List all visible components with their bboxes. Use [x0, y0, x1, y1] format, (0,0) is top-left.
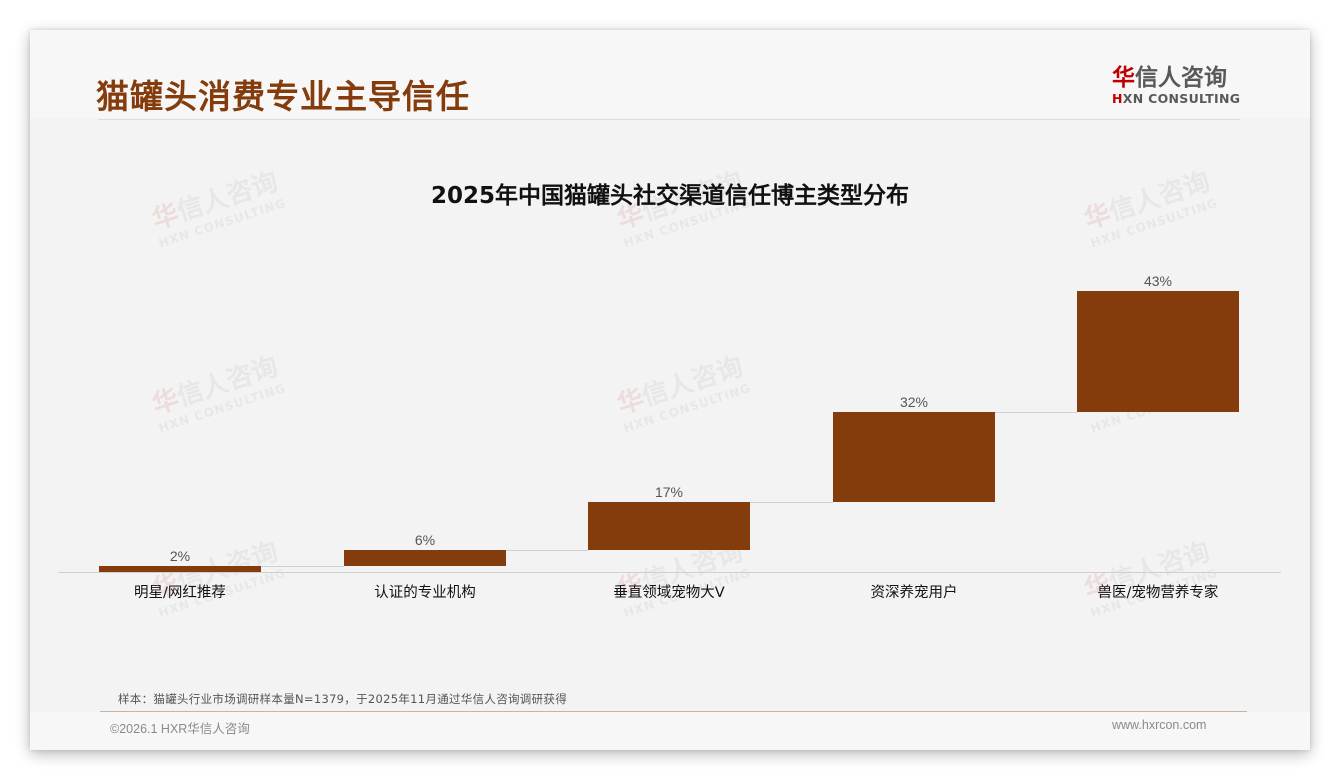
waterfall-chart: 2% 明星/网红推荐 6% 认证的专业机构 17% 垂直领域宠物大V 32% 资深养宠用户 43… — [30, 30, 1310, 750]
category-label: 认证的专业机构 — [374, 585, 476, 601]
chart-title: 2025年中国猫罐头社交渠道信任博主类型分布 — [430, 183, 909, 209]
title-divider — [98, 119, 1240, 120]
bar — [588, 501, 750, 550]
sample-note: 样本：猫罐头行业市场调研样本量N=1379，于2025年11月通过华信人咨询调研… — [118, 692, 568, 706]
category-label: 垂直领域宠物大V — [613, 585, 725, 601]
bar — [833, 411, 995, 502]
category-label: 明星/网红推荐 — [134, 585, 226, 601]
connector-line — [506, 549, 588, 551]
logo-cn-text: 信人咨询 — [1135, 65, 1227, 91]
page-title: 猫罐头消费专业主导信任 — [96, 77, 470, 116]
connector-line — [995, 411, 1077, 413]
footer-divider — [100, 711, 1247, 712]
bar — [344, 549, 506, 567]
header-band — [30, 30, 1310, 118]
x-axis-line — [58, 572, 1281, 573]
logo-english: HXN CONSULTING — [1112, 92, 1242, 106]
website-url: www.hxrcon.com — [1112, 718, 1207, 732]
logo-en-text: XN CONSULTING — [1122, 91, 1241, 106]
category-label: 资深养宠用户 — [870, 585, 958, 601]
connector-line — [261, 566, 344, 568]
footer-band — [30, 712, 1310, 750]
connector-line — [750, 501, 833, 503]
slide: 猫罐头消费专业主导信任 华信人咨询 HXN CONSULTING 华信人咨询 HX… — [30, 30, 1310, 750]
bar-value-label: 6% — [414, 531, 436, 548]
bar — [99, 566, 261, 572]
logo-en-accent: H — [1112, 91, 1123, 106]
bar-value-label: 17% — [654, 483, 684, 500]
company-logo: 华信人咨询 HXN CONSULTING — [1112, 64, 1242, 106]
bar-value-label: 43% — [1143, 273, 1173, 289]
logo-accent-char: 华 — [1112, 65, 1135, 91]
bar-value-label: 2% — [169, 548, 191, 565]
category-label: 兽医/宠物营养专家 — [1097, 585, 1219, 601]
copyright: ©2026.1 HXR华信人咨询 — [110, 722, 250, 736]
bar — [1077, 291, 1239, 412]
logo-chinese: 华信人咨询 — [1112, 64, 1242, 92]
bar-value-label: 32% — [899, 393, 929, 410]
